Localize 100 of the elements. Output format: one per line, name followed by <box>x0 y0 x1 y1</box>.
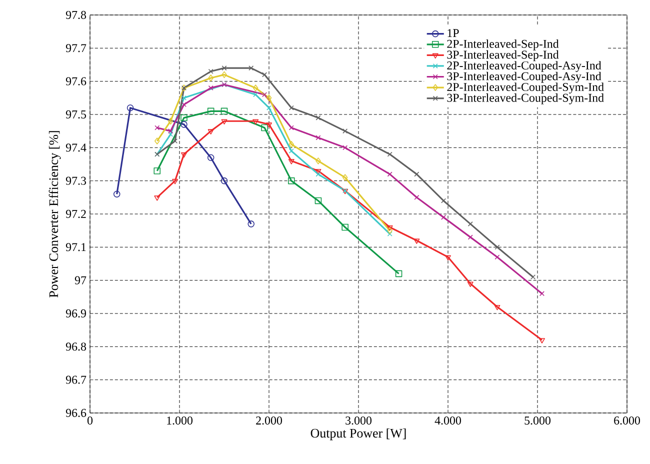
point <box>252 119 259 125</box>
point <box>208 74 214 82</box>
x-tick-label: 0 <box>87 416 93 425</box>
point <box>414 238 420 244</box>
x-tick-label: 5.000 <box>524 416 550 425</box>
x-axis-title: Output Power [W] <box>310 428 406 440</box>
point <box>172 178 178 184</box>
point <box>261 124 268 132</box>
y-tick-label: 96.9 <box>66 309 86 318</box>
point <box>220 108 228 115</box>
point <box>387 152 392 157</box>
point <box>468 234 473 240</box>
point <box>154 125 160 130</box>
y-tick-label: 97 <box>74 276 86 284</box>
y-tick-label: 97.2 <box>66 210 86 218</box>
point <box>222 71 227 78</box>
point <box>468 221 473 226</box>
point <box>113 190 120 198</box>
y-tick-label: 96.7 <box>66 376 86 384</box>
point <box>445 255 451 260</box>
point <box>262 92 268 98</box>
point <box>342 145 348 150</box>
point <box>414 194 420 200</box>
point <box>181 95 186 100</box>
point <box>395 270 402 278</box>
point <box>386 225 393 231</box>
point <box>288 159 294 164</box>
y-tick-label: 96.8 <box>66 342 86 351</box>
legend-label: 2P-Interleaved-Sep-Ind <box>447 40 559 50</box>
point <box>288 177 295 184</box>
point <box>266 122 272 128</box>
point <box>387 172 392 177</box>
y-tick-label: 97.3 <box>66 176 86 185</box>
legend-label: 3P-Interleaved-Couped-Asy-Ind <box>447 72 602 83</box>
point <box>316 158 321 164</box>
point <box>207 154 214 161</box>
point <box>266 94 272 102</box>
point <box>316 115 321 120</box>
point <box>387 227 392 234</box>
point <box>494 304 500 310</box>
point <box>168 132 174 137</box>
point <box>441 214 446 220</box>
point <box>180 121 188 128</box>
x-tick-label: 6.000 <box>614 416 640 425</box>
point <box>126 104 134 112</box>
y-tick-label: 97.4 <box>66 144 86 152</box>
x-tick-label: 3.000 <box>346 416 372 425</box>
point <box>262 72 268 78</box>
point <box>314 197 322 204</box>
point <box>181 102 186 108</box>
x-tick-label: 4.000 <box>434 416 461 425</box>
point <box>180 152 187 158</box>
point <box>221 119 228 125</box>
point <box>316 172 321 177</box>
y-tick-label: 97.8 <box>66 10 86 20</box>
point <box>539 291 544 296</box>
legend-label: 1P <box>448 29 459 38</box>
point <box>288 148 294 154</box>
point <box>180 114 188 122</box>
point <box>248 220 254 228</box>
point <box>168 128 174 134</box>
point <box>342 224 348 231</box>
y-tick-label: 96.6 <box>66 408 86 418</box>
x-tick-label: 1.000 <box>167 416 192 425</box>
point <box>154 196 160 201</box>
point <box>315 168 322 174</box>
point <box>154 167 161 174</box>
point <box>154 138 160 144</box>
y-tick-label: 97.1 <box>66 243 86 252</box>
point <box>266 105 272 110</box>
point <box>172 138 178 144</box>
point <box>168 118 174 125</box>
point <box>288 140 294 148</box>
point <box>288 125 294 130</box>
point <box>467 282 474 288</box>
point <box>208 68 214 74</box>
point <box>530 274 536 280</box>
point <box>538 338 545 344</box>
legend-label: 2P-Interleaved-Couped-Sym-Ind <box>447 82 604 94</box>
point <box>207 108 214 115</box>
point <box>387 231 392 236</box>
point <box>252 84 258 92</box>
y-axis-title: Power Converter Efficiency [%] <box>48 131 61 298</box>
point <box>288 105 294 110</box>
y-tick-label: 97.6 <box>66 77 86 86</box>
legend-label: 3P-Interleaved-Sep-Ind <box>447 50 559 62</box>
point <box>208 129 214 134</box>
point <box>253 92 258 98</box>
point <box>220 177 228 184</box>
point <box>494 254 500 260</box>
legend-label: 3P-Interleaved-Couped-Sym-Ind <box>447 93 604 104</box>
y-tick-label: 97.5 <box>66 110 86 119</box>
x-tick-label: 2.000 <box>256 416 282 425</box>
point <box>316 135 321 140</box>
point <box>208 85 214 90</box>
point <box>248 66 254 71</box>
point <box>342 174 348 181</box>
y-tick-label: 97.7 <box>66 44 86 52</box>
legend-label: 2P-Interleaved-Couped-Asy-Ind <box>447 61 602 72</box>
point <box>342 128 348 134</box>
